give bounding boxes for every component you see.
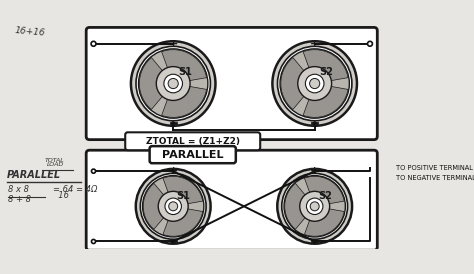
Text: S1: S1 [177,191,191,201]
Polygon shape [162,84,207,117]
Circle shape [171,169,175,173]
Circle shape [277,46,352,121]
Text: TO POSITIVE TERMINAL: TO POSITIVE TERMINAL [396,165,473,171]
Circle shape [171,239,175,244]
Text: 16: 16 [53,191,69,200]
Text: +: + [310,39,319,49]
Text: PARALLEL: PARALLEL [162,150,223,160]
Circle shape [307,198,323,215]
Circle shape [169,202,178,211]
Text: S2: S2 [318,191,332,201]
Polygon shape [304,176,344,206]
Text: TO NEGATIVE TERMINAL: TO NEGATIVE TERMINAL [396,175,474,181]
Circle shape [305,74,324,93]
Circle shape [138,49,208,118]
FancyBboxPatch shape [150,146,236,163]
Polygon shape [143,183,173,229]
Circle shape [310,78,320,89]
Circle shape [298,67,332,101]
Circle shape [143,176,204,237]
Circle shape [277,169,352,244]
Text: ZTOTAL = (Z1+Z2): ZTOTAL = (Z1+Z2) [146,137,240,146]
Circle shape [140,173,206,239]
Text: +: + [169,39,178,49]
Circle shape [273,41,357,126]
Polygon shape [139,58,173,109]
Circle shape [280,49,349,118]
Text: 16+16: 16+16 [15,26,46,38]
Text: S1: S1 [178,67,192,77]
Circle shape [165,198,182,215]
Circle shape [136,169,210,244]
Circle shape [91,41,96,46]
FancyBboxPatch shape [86,150,377,250]
Circle shape [91,239,96,244]
FancyBboxPatch shape [86,27,377,140]
Circle shape [91,169,96,173]
Polygon shape [163,206,203,236]
FancyBboxPatch shape [125,132,260,150]
Polygon shape [303,50,348,84]
Circle shape [282,173,347,239]
Circle shape [313,239,317,244]
Polygon shape [285,183,315,229]
Text: 8 x 8: 8 x 8 [8,185,29,194]
Circle shape [171,121,175,125]
Text: +: + [169,166,178,176]
Text: PARALLEL: PARALLEL [7,170,61,180]
Text: TOTAL: TOTAL [45,158,64,162]
Circle shape [313,169,317,173]
Polygon shape [162,50,207,84]
Circle shape [367,41,373,46]
Text: = 64 = 4Ω: = 64 = 4Ω [53,185,97,194]
Circle shape [131,41,216,126]
Text: 8 + 8: 8 + 8 [8,195,31,204]
Circle shape [164,74,182,93]
Circle shape [168,78,178,89]
Polygon shape [304,206,344,236]
Circle shape [156,67,190,101]
Circle shape [158,191,188,221]
Circle shape [310,202,319,211]
Polygon shape [303,84,348,117]
Text: LOAD: LOAD [47,162,64,167]
Text: S2: S2 [319,67,334,77]
Circle shape [300,191,329,221]
Circle shape [136,46,210,121]
Polygon shape [281,58,315,109]
Circle shape [313,121,317,125]
Polygon shape [163,176,203,206]
Circle shape [284,176,346,237]
Text: +: + [310,166,319,176]
